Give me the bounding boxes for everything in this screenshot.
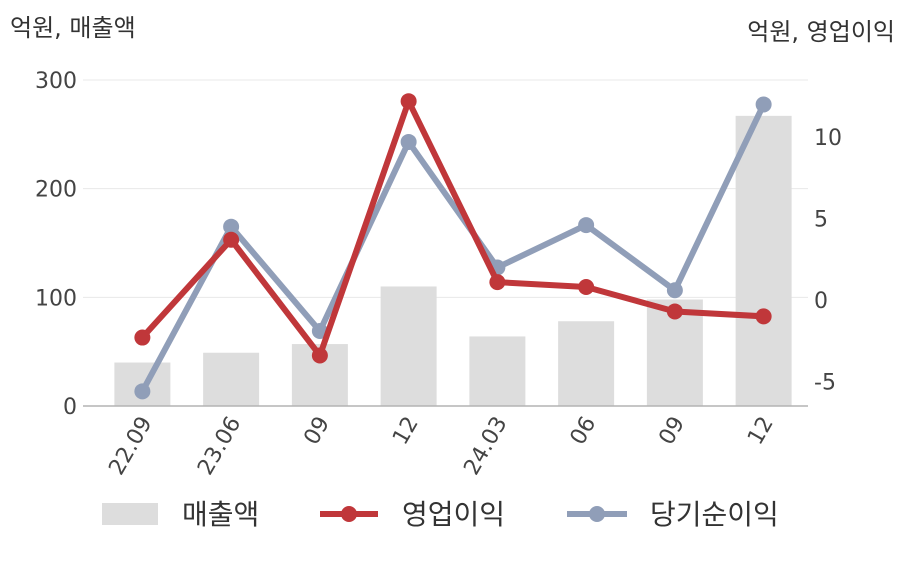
series-point — [489, 274, 506, 291]
series-line — [139, 101, 767, 395]
right-tick-label: -5 — [814, 371, 836, 396]
x-tick-label: 12 — [743, 413, 779, 450]
bar — [735, 115, 792, 407]
x-tick-label: 09 — [299, 413, 335, 450]
series-point — [223, 218, 240, 235]
legend-label: 영업이익 — [402, 498, 505, 531]
series-point — [755, 96, 772, 113]
right-tick-label: 10 — [814, 126, 842, 151]
series-point — [578, 217, 595, 234]
series-point — [578, 279, 595, 296]
left-tick-label: 0 — [63, 395, 77, 420]
bar — [558, 321, 615, 406]
bar — [203, 352, 260, 406]
legend-label: 매출액 — [182, 498, 259, 531]
series-line — [139, 98, 767, 359]
x-tick-label: 09 — [654, 413, 690, 450]
series-point — [755, 308, 772, 325]
series-point — [223, 231, 240, 248]
right-axis-title: 억원, 영업이익 — [747, 18, 895, 46]
bar — [469, 336, 526, 406]
x-axis-ticks: 22.09 23.06 09 12 24.03 06 09 12 — [104, 413, 778, 480]
legend-label: 당기순이익 — [650, 498, 779, 531]
legend-swatch-bar — [102, 503, 158, 525]
right-axis-ticks: 10 5 0 -5 — [814, 126, 842, 396]
x-tick-label: 23.06 — [193, 413, 246, 480]
bar — [380, 286, 437, 406]
series-point — [311, 347, 328, 364]
series-point — [134, 329, 151, 346]
left-tick-label: 300 — [35, 69, 77, 94]
series-point — [400, 93, 417, 110]
bar-series — [114, 115, 792, 407]
left-tick-label: 200 — [35, 178, 77, 203]
legend: 매출액 영업이익 당기순이익 — [102, 498, 779, 531]
right-tick-label: 0 — [814, 289, 828, 314]
legend-swatch-point — [341, 506, 357, 522]
series-point — [666, 303, 683, 320]
x-tick-label: 24.03 — [459, 413, 512, 480]
x-tick-label: 06 — [566, 413, 602, 450]
series-point — [134, 383, 151, 400]
right-tick-label: 5 — [814, 208, 828, 233]
series-point — [400, 133, 417, 150]
left-axis-ticks: 300 200 100 0 — [35, 69, 77, 420]
series-point — [666, 282, 683, 299]
legend-swatch-point — [589, 506, 605, 522]
left-axis-title: 억원, 매출액 — [10, 14, 136, 42]
line-series — [134, 93, 772, 400]
x-tick-label: 22.09 — [104, 413, 157, 480]
grid — [83, 79, 808, 298]
x-tick-label: 12 — [388, 413, 424, 450]
left-tick-label: 100 — [35, 286, 77, 311]
